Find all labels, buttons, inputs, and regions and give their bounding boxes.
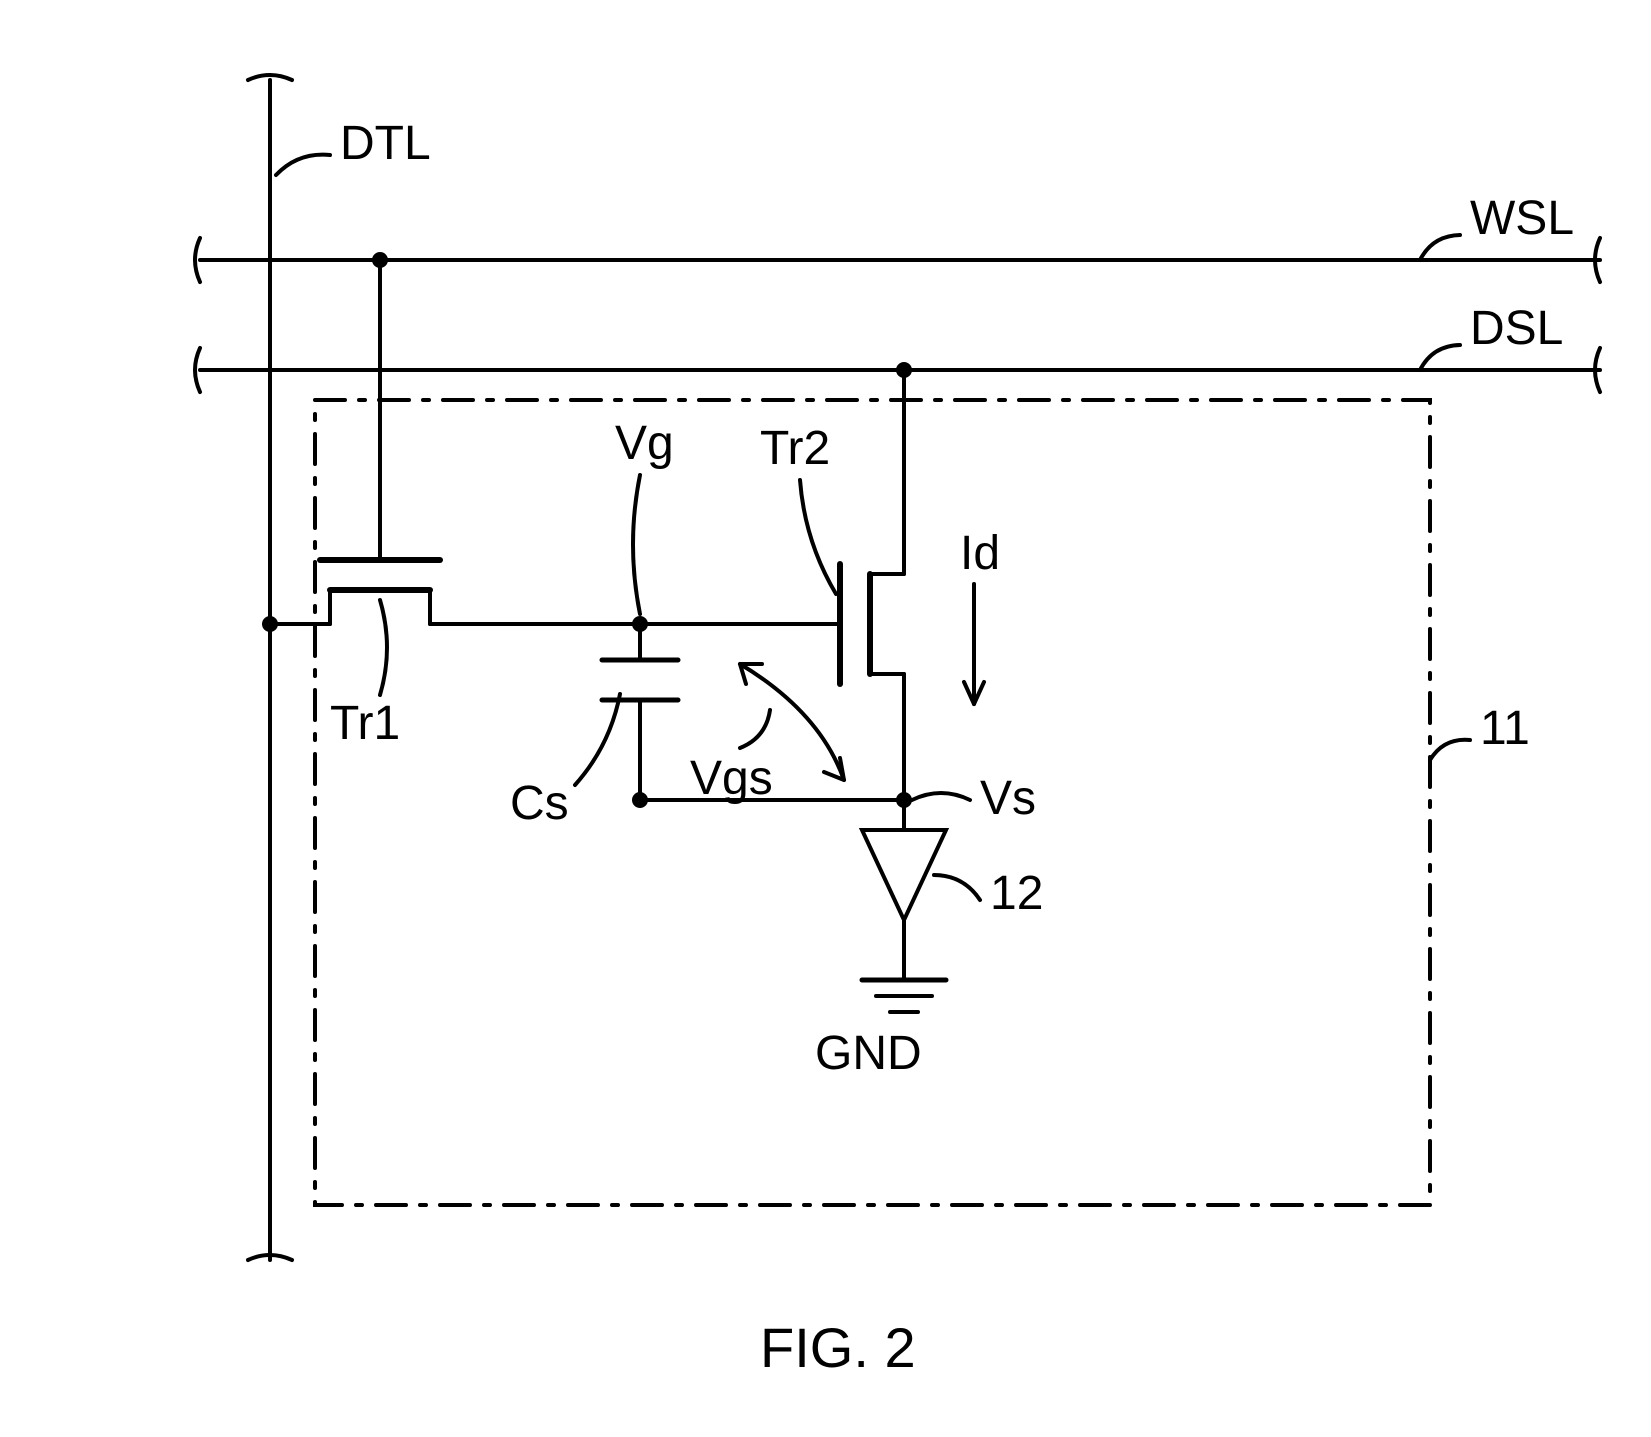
label-gnd: GND	[815, 1030, 922, 1078]
label-wsl: WSL	[1470, 195, 1574, 243]
label-led: 12	[990, 870, 1043, 918]
label-vs: Vs	[980, 775, 1036, 823]
label-tr2: Tr2	[760, 425, 830, 473]
label-dsl: DSL	[1470, 305, 1563, 353]
label-id: Id	[960, 530, 1000, 578]
label-vg: Vg	[615, 420, 674, 468]
label-cs: Cs	[510, 780, 569, 828]
label-tr1: Tr1	[330, 700, 400, 748]
figure-caption: FIG. 2	[760, 1320, 916, 1376]
circuit-svg	[0, 0, 1651, 1437]
label-block: 11	[1480, 705, 1530, 753]
label-dtl: DTL	[340, 120, 431, 168]
label-vgs: Vgs	[690, 755, 773, 803]
figure-stage: DTL WSL DSL Vg Tr2 Id Tr1 Cs Vgs Vs 12 G…	[0, 0, 1651, 1437]
